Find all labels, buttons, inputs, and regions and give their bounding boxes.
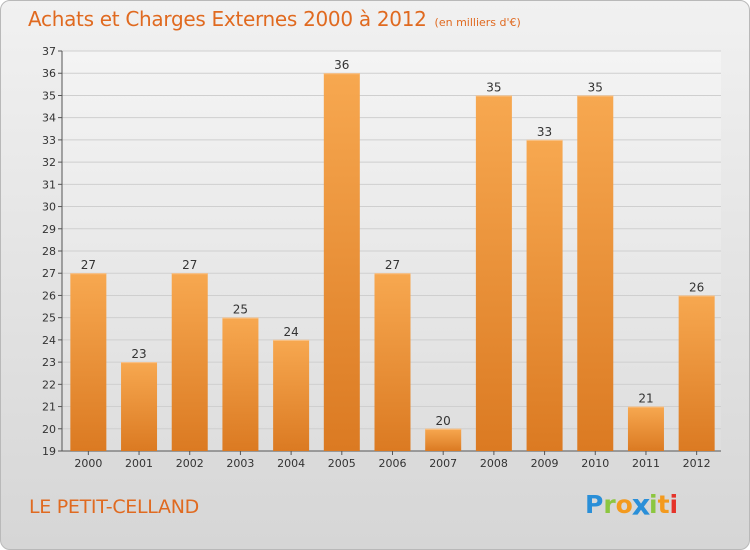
logo-letter: r	[603, 490, 616, 519]
chart-subtitle: (en milliers d'€)	[434, 16, 521, 29]
bar-2011	[627, 406, 664, 451]
bar-2010	[577, 95, 614, 451]
logo-letter: i	[649, 490, 658, 519]
x-tick-label: 2009	[531, 457, 559, 470]
y-tick-label: 22	[42, 378, 56, 391]
logo-letter: t	[657, 490, 670, 519]
bar-2006	[374, 273, 411, 451]
y-tick-label: 27	[42, 267, 56, 280]
x-tick-label: 2007	[429, 457, 457, 470]
title-text: Achats et Charges Externes 2000 à 2012	[28, 7, 427, 31]
x-tick-label: 2011	[632, 457, 660, 470]
data-label: 20	[436, 414, 451, 428]
data-label: 33	[537, 125, 552, 139]
y-tick-label: 35	[42, 89, 56, 102]
bar-2005	[323, 73, 360, 451]
x-tick-label: 2001	[125, 457, 153, 470]
data-label: 25	[233, 303, 248, 317]
bar-2009	[526, 139, 563, 451]
bar-2008	[475, 95, 512, 451]
logo-letter: x	[631, 487, 651, 522]
bar-2000	[70, 273, 107, 451]
y-tick-label: 28	[42, 245, 56, 258]
x-tick-label: 2010	[581, 457, 609, 470]
y-tick-label: 23	[42, 356, 56, 369]
logo-letter: i	[669, 490, 679, 519]
x-tick-label: 2002	[176, 457, 204, 470]
y-tick-label: 34	[42, 112, 56, 125]
x-tick-label: 2000	[74, 457, 102, 470]
data-label: 21	[638, 392, 653, 406]
data-label: 27	[182, 258, 197, 272]
y-tick-label: 33	[42, 134, 56, 147]
y-tick-label: 21	[42, 401, 56, 414]
y-tick-label: 37	[42, 45, 56, 58]
y-tick-label: 25	[42, 312, 56, 325]
bar-2004	[273, 339, 310, 451]
x-tick-label: 2012	[683, 457, 711, 470]
y-tick-label: 20	[42, 423, 56, 436]
bar-2001	[121, 362, 158, 451]
bar-2012	[678, 295, 715, 451]
y-tick-label: 26	[42, 289, 56, 302]
bar-2003	[222, 317, 259, 451]
data-label: 27	[81, 258, 96, 272]
x-tick-label: 2004	[277, 457, 305, 470]
logo-letter: P	[585, 490, 604, 519]
commune-name: LE PETIT-CELLAND	[29, 496, 199, 518]
data-label: 35	[486, 80, 501, 94]
data-label: 24	[283, 325, 298, 339]
y-tick-label: 32	[42, 156, 56, 169]
x-tick-label: 2008	[480, 457, 508, 470]
y-tick-label: 29	[42, 223, 56, 236]
bars	[70, 73, 715, 451]
chart-title: Achats et Charges Externes 2000 à 2012 (e…	[28, 7, 521, 31]
data-label: 36	[334, 58, 349, 72]
data-label: 35	[588, 80, 603, 94]
y-tick-label: 30	[42, 201, 56, 214]
x-tick-label: 2003	[226, 457, 254, 470]
data-label: 23	[131, 347, 146, 361]
y-tick-label: 24	[42, 334, 56, 347]
y-tick-label: 31	[42, 178, 56, 191]
data-label: 27	[385, 258, 400, 272]
y-tick-label: 36	[42, 67, 56, 80]
x-tick-label: 2006	[379, 457, 407, 470]
bar-2007	[425, 428, 462, 451]
x-tick-label: 2005	[328, 457, 356, 470]
data-labels: 27 23 27 25 24 36 27 20 35 33 35 21 26	[81, 58, 705, 428]
y-tick-label: 19	[42, 445, 56, 458]
data-label: 26	[689, 280, 704, 294]
bar-2002	[171, 273, 208, 451]
proxiti-logo[interactable]: Proxiti	[585, 487, 679, 522]
logo-letter: o	[615, 490, 633, 519]
